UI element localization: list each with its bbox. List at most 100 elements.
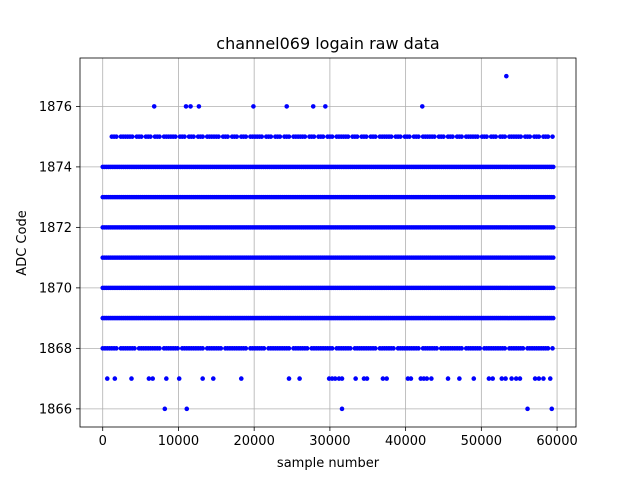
data-point (549, 406, 555, 412)
data-point (311, 134, 317, 139)
data-point (104, 376, 110, 381)
data-point (550, 315, 556, 321)
axis-ticks: 0 10000 20000 30000 40000 50000 60000 1866 1868 1… (39, 100, 578, 449)
data-point (129, 376, 134, 381)
data-point (302, 134, 308, 139)
data-point (320, 134, 326, 139)
data-point (173, 134, 178, 139)
data-point (550, 255, 556, 260)
data-point (188, 104, 193, 109)
series-points-1872 (100, 225, 556, 230)
data-point (445, 376, 451, 381)
data-point (545, 134, 551, 139)
data-point (450, 134, 455, 139)
data-point (114, 134, 119, 139)
series-points-1869 (100, 315, 556, 321)
data-point (148, 134, 153, 139)
data-point (354, 134, 360, 139)
data-point (139, 134, 144, 139)
series-points-1873 (100, 194, 556, 200)
data-point (353, 376, 358, 381)
data-point (339, 406, 345, 412)
data-point (114, 346, 119, 351)
data-point (218, 346, 224, 351)
y-tick-label: 1870 (39, 281, 72, 296)
data-point (259, 134, 265, 139)
data-point (407, 134, 412, 139)
data-point (541, 376, 546, 381)
data-point (339, 376, 345, 381)
data-point (183, 104, 189, 109)
data-point (112, 376, 118, 381)
data-point (398, 134, 403, 139)
data-point (429, 376, 434, 381)
data-point (550, 164, 556, 170)
data-point (384, 376, 389, 381)
data-point (493, 134, 499, 139)
data-point (484, 134, 489, 139)
data-point (182, 134, 187, 139)
data-point (550, 346, 555, 351)
data-point (503, 376, 508, 381)
data-point (157, 346, 162, 351)
data-point (146, 376, 152, 381)
data-point (550, 285, 556, 291)
series-points-1870 (100, 285, 556, 291)
data-point (408, 376, 414, 381)
data-point (416, 134, 421, 139)
data-point (345, 134, 351, 139)
data-point (441, 134, 446, 139)
data-point (323, 104, 328, 109)
data-point (176, 376, 182, 381)
data-point (550, 134, 555, 139)
data-point (175, 346, 180, 351)
data-point (210, 376, 216, 381)
data-point (329, 134, 335, 139)
series-points-1868 (100, 346, 555, 351)
data-point (459, 346, 464, 351)
data-point (536, 376, 542, 381)
data-point (380, 376, 386, 381)
data-point (388, 134, 394, 139)
y-axis-label: ADC Code (15, 210, 30, 275)
data-point (416, 346, 421, 351)
data-point (286, 346, 292, 351)
data-point (132, 346, 137, 351)
series-points-1874 (100, 164, 556, 170)
data-point (499, 376, 505, 381)
data-point (310, 104, 316, 109)
data-point (151, 104, 157, 109)
data-point (191, 134, 196, 139)
data-point (157, 134, 162, 139)
data-point (504, 73, 509, 79)
data-point (419, 104, 425, 109)
data-point (517, 376, 523, 381)
data-point (243, 346, 249, 351)
data-point (286, 134, 292, 139)
data-point (518, 134, 524, 139)
data-point (332, 376, 338, 381)
data-point (532, 376, 538, 381)
data-point (261, 346, 267, 351)
data-point (509, 376, 514, 381)
data-point (477, 346, 483, 351)
y-tick-label: 1872 (39, 221, 72, 236)
outlier-points (104, 73, 555, 412)
data-point (196, 104, 202, 109)
data-point (527, 134, 533, 139)
data-point (200, 376, 205, 381)
data-point (513, 376, 519, 381)
data-point (545, 346, 551, 351)
data-point (268, 134, 274, 139)
data-point (457, 376, 462, 381)
data-point (297, 376, 302, 381)
data-point (525, 406, 530, 412)
data-point (434, 346, 439, 351)
x-tick-label: 20000 (233, 434, 274, 449)
data-point (547, 376, 553, 381)
data-point (550, 225, 556, 230)
data-point (234, 134, 240, 139)
data-point (391, 346, 396, 351)
